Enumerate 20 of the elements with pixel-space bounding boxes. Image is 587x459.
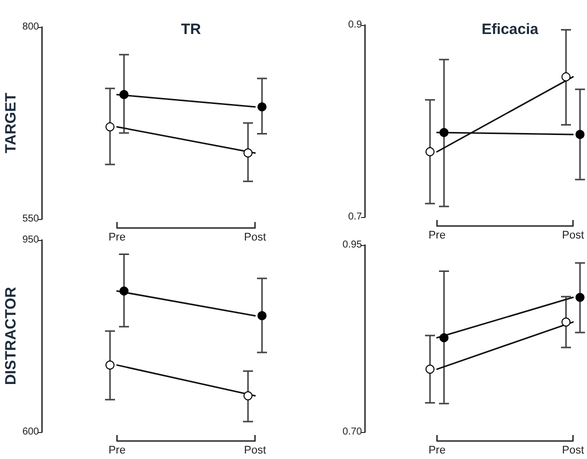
y-tick-label: 0.95 xyxy=(342,240,362,250)
y-axis-title: TARGET xyxy=(2,92,20,154)
y-tick-label: 600 xyxy=(22,426,40,438)
x-tick-label: Post xyxy=(562,444,584,456)
x-tick-label: Pre xyxy=(428,444,446,456)
y-tick-label: 550 xyxy=(22,214,40,224)
y-tick-label: 950 xyxy=(22,234,40,246)
x-tick-label: Post xyxy=(244,232,266,244)
x-tick-label: Pre xyxy=(108,232,126,244)
x-tick-label: Pre xyxy=(428,230,446,242)
y-tick-label: 0.7 xyxy=(348,212,362,222)
x-tick-label: Pre xyxy=(108,444,126,456)
y-tick-label: 0.70 xyxy=(342,426,362,438)
x-tick-label: Post xyxy=(244,444,266,456)
x-tick-label: Post xyxy=(562,230,584,242)
y-tick-label: 0.9 xyxy=(348,20,362,30)
y-axis-title: DISTRACTOR xyxy=(2,286,20,386)
chart-title: TR xyxy=(181,21,202,38)
y-tick-label: 800 xyxy=(22,22,40,32)
chart-title: Eficacia xyxy=(482,21,539,38)
